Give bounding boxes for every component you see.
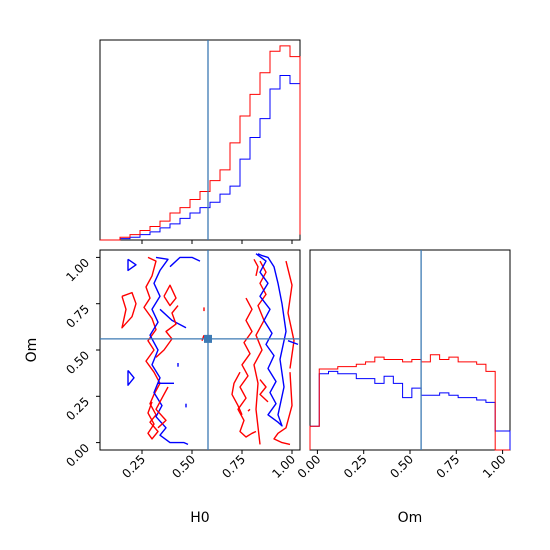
y-axis-label-om: Om	[24, 338, 40, 363]
contour-line-run_a	[169, 256, 201, 268]
contour-line-run_b	[155, 386, 169, 429]
hist-om-frame	[309, 249, 511, 451]
contour-line-run_b	[121, 291, 137, 329]
om-x-tick-label: 1.00	[480, 452, 509, 481]
hist-h0-series-run_a	[100, 74, 301, 241]
hist-om-series-run_a	[309, 370, 511, 450]
contour-line-run_b	[237, 297, 257, 438]
contour-line-run_b	[253, 260, 267, 445]
contour-line-run_a	[149, 256, 189, 446]
contour-line-run_b	[155, 305, 179, 358]
contour-h0-om-panel	[99, 249, 301, 451]
contour-line-run_a	[127, 258, 137, 272]
h0-x-tick-label: 0.50	[169, 452, 198, 481]
om-y-tick-label: 0.50	[63, 348, 92, 377]
contour-line-run_b	[143, 256, 161, 440]
contour-line-run_b	[201, 334, 205, 341]
hist-h0-series-run_b	[100, 45, 301, 241]
om-y-tick-label: 0.75	[63, 302, 92, 331]
x-axis-label-h0: H0	[190, 510, 209, 526]
contour-line-run_a	[159, 308, 187, 329]
contour-line-run_b	[231, 371, 243, 416]
contour-line-run_a	[287, 340, 299, 346]
om-y-tick-label: 1.00	[63, 256, 92, 285]
contour-line-run_b	[273, 372, 293, 446]
h0-x-tick-label: 1.00	[269, 452, 298, 481]
om-y-tick-label: 0.25	[63, 395, 92, 424]
contour-line-run_a	[127, 369, 135, 386]
contour-line-run_b	[285, 260, 295, 369]
om-x-tick-label: 0.75	[434, 452, 463, 481]
contour-line-run_a	[255, 253, 287, 427]
h0-x-tick-label: 0.75	[219, 452, 248, 481]
hist-h0-panel	[99, 39, 301, 241]
hist-om-series-run_b	[309, 354, 510, 451]
tick-layer: 0.25 0.50 0.75 1.000.00 0.25 0.50 0.75 1.000.00…	[63, 240, 509, 481]
contour-line-run_b	[259, 379, 269, 403]
contour-line-run_b	[253, 258, 259, 277]
contour-layer	[121, 253, 299, 446]
om-x-tick-label: 0.25	[341, 452, 370, 481]
om-y-tick-label: 0.00	[63, 441, 92, 470]
om-x-tick-label: 0.00	[295, 452, 324, 481]
hist-om-panel	[309, 249, 511, 451]
truth-marker	[204, 334, 212, 343]
contour-line-run_b	[163, 284, 177, 307]
contour-line-run_b	[247, 408, 251, 412]
x-axis-label-om: Om	[398, 510, 423, 526]
om-x-tick-label: 0.50	[387, 452, 416, 481]
h0-x-tick-label: 0.25	[119, 452, 148, 481]
